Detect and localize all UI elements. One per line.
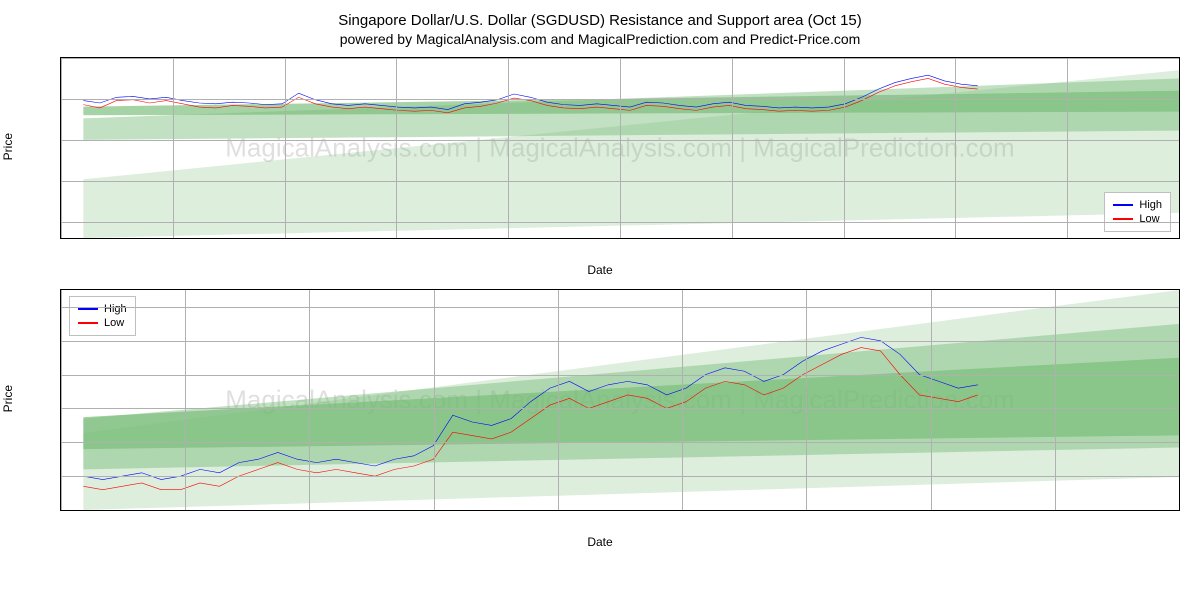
plot-area-top: MagicalAnalysis.com | MagicalAnalysis.co… xyxy=(60,57,1180,239)
gridline-horizontal xyxy=(61,476,1179,477)
x-tick-label: 2023-09 xyxy=(376,238,416,239)
legend-high-label: High xyxy=(104,303,127,315)
x-tick-label: 2024-11-01 xyxy=(1151,510,1180,511)
gridline-vertical xyxy=(1067,58,1068,238)
chart-title: Singapore Dollar/U.S. Dollar (SGDUSD) Re… xyxy=(10,12,1190,29)
legend-high-row: High xyxy=(1113,199,1162,211)
chart-top: Price MagicalAnalysis.com | MagicalAnaly… xyxy=(10,57,1190,277)
x-tick-label: 2024-03 xyxy=(712,238,752,239)
x-tick-label: 2024-07-01 xyxy=(157,510,213,511)
x-tick-label: 2024-07 xyxy=(935,238,975,239)
x-tick-label: 2024-08-01 xyxy=(406,510,462,511)
gridline-horizontal xyxy=(61,375,1179,376)
gridline-vertical xyxy=(309,290,310,510)
legend-low-swatch xyxy=(1113,218,1133,220)
gridline-vertical xyxy=(955,58,956,238)
gridline-vertical xyxy=(620,58,621,238)
plot-area-bottom: MagicalAnalysis.com | MagicalAnalysis.co… xyxy=(60,289,1180,511)
x-tick-label: 2024-07-15 xyxy=(281,510,337,511)
legend-low-label: Low xyxy=(104,317,124,329)
gridline-vertical xyxy=(508,58,509,238)
legend-high-label: High xyxy=(1139,199,1162,211)
chart-subtitle: powered by MagicalAnalysis.com and Magic… xyxy=(10,31,1190,47)
gridline-horizontal xyxy=(61,341,1179,342)
x-tick-label: 2024-08-15 xyxy=(530,510,586,511)
x-tick-label: 2024-09 xyxy=(1047,238,1087,239)
gridline-vertical xyxy=(1179,290,1180,510)
y-axis-label: Price xyxy=(1,133,15,160)
gridline-vertical xyxy=(732,58,733,238)
legend-low-label: Low xyxy=(1139,213,1159,225)
gridline-vertical xyxy=(844,58,845,238)
gridline-vertical xyxy=(434,290,435,510)
legend-top: High Low xyxy=(1104,192,1171,232)
gridline-vertical xyxy=(1179,58,1180,238)
x-tick-label: 2023-03 xyxy=(60,238,81,239)
x-tick-label: 2023-05 xyxy=(153,238,193,239)
x-tick-label: 2024-10-01 xyxy=(902,510,958,511)
gridline-horizontal xyxy=(61,442,1179,443)
legend-low-row: Low xyxy=(1113,213,1162,225)
x-tick-label: 2023-11 xyxy=(488,238,528,239)
chart-bottom: Price MagicalAnalysis.com | MagicalAnaly… xyxy=(10,289,1190,549)
legend-low-row: Low xyxy=(78,317,127,329)
gridline-horizontal xyxy=(61,510,1179,511)
gridline-vertical xyxy=(558,290,559,510)
x-tick-label: 2024-06-15 xyxy=(60,510,89,511)
legend-high-swatch xyxy=(78,308,98,310)
gridline-horizontal xyxy=(61,408,1179,409)
x-tick-label: 2024-01 xyxy=(600,238,640,239)
x-tick-label: 2024-11 xyxy=(1159,238,1180,239)
chart-titles: Singapore Dollar/U.S. Dollar (SGDUSD) Re… xyxy=(10,12,1190,47)
gridline-vertical xyxy=(173,58,174,238)
legend-high-row: High xyxy=(78,303,127,315)
gridline-vertical xyxy=(931,290,932,510)
gridline-vertical xyxy=(1055,290,1056,510)
x-tick-label: 2024-09-01 xyxy=(654,510,710,511)
legend-low-swatch xyxy=(78,322,98,324)
x-tick-label: 2024-09-15 xyxy=(778,510,834,511)
gridline-horizontal xyxy=(61,307,1179,308)
gridline-vertical xyxy=(185,290,186,510)
x-axis-label: Date xyxy=(10,535,1190,549)
gridline-vertical xyxy=(806,290,807,510)
legend-high-swatch xyxy=(1113,204,1133,206)
gridline-vertical xyxy=(396,58,397,238)
x-tick-label: 2024-10-15 xyxy=(1027,510,1083,511)
x-tick-label: 2023-07 xyxy=(264,238,304,239)
gridline-vertical xyxy=(61,290,62,510)
gridline-vertical xyxy=(61,58,62,238)
y-axis-label: Price xyxy=(1,385,15,412)
gridline-vertical xyxy=(682,290,683,510)
x-axis-label: Date xyxy=(10,263,1190,277)
x-tick-label: 2024-05 xyxy=(823,238,863,239)
legend-bottom: High Low xyxy=(69,296,136,336)
gridline-vertical xyxy=(285,58,286,238)
